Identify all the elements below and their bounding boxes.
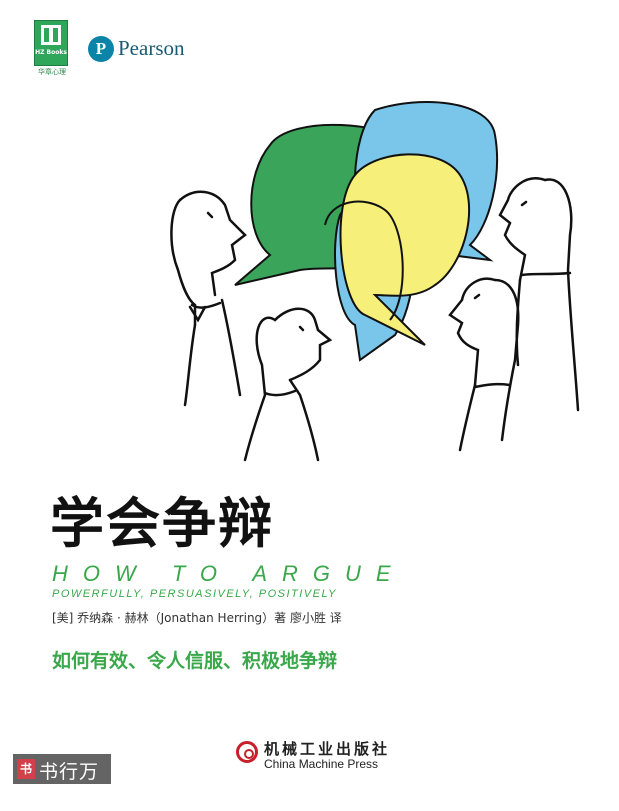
pearson-logo-icon: P [88, 36, 114, 62]
person-right-middle [448, 277, 520, 452]
person-left-middle [243, 307, 333, 462]
publisher-name-chinese: 机械工业出版社 [264, 740, 391, 758]
hz-books-mark-icon [41, 25, 61, 45]
person-left-top [170, 190, 247, 407]
hz-books-logo-text: HZ Books [35, 49, 67, 56]
book-title-english: HOW TO ARGUE [52, 561, 406, 586]
author-translator-line: [美] 乔纳森 · 赫林（Jonathan Herring）著 廖小胜 译 [52, 611, 342, 625]
hz-books-logo: HZ Books [34, 20, 68, 66]
publisher-name-english: China Machine Press [264, 757, 379, 771]
book-title-chinese: 学会争辩 [50, 492, 274, 555]
yellow-speech-bubble [339, 153, 471, 346]
watermark-badge: 书 书行万里 [13, 754, 111, 810]
watermark-seal-icon: 书 [17, 759, 35, 779]
book-tagline: 如何有效、令人信服、积极地争辩 [52, 650, 338, 672]
book-subtitle-english: POWERFULLY, PERSUASIVELY, POSITIVELY [52, 588, 337, 600]
pearson-wordmark: Pearson [118, 36, 185, 60]
watermark-text: 书行万里 [39, 761, 100, 810]
hz-imprint-caption: 华章心理 [38, 68, 66, 76]
china-machine-press-logo-icon [236, 741, 258, 763]
cover-illustration [170, 101, 580, 462]
